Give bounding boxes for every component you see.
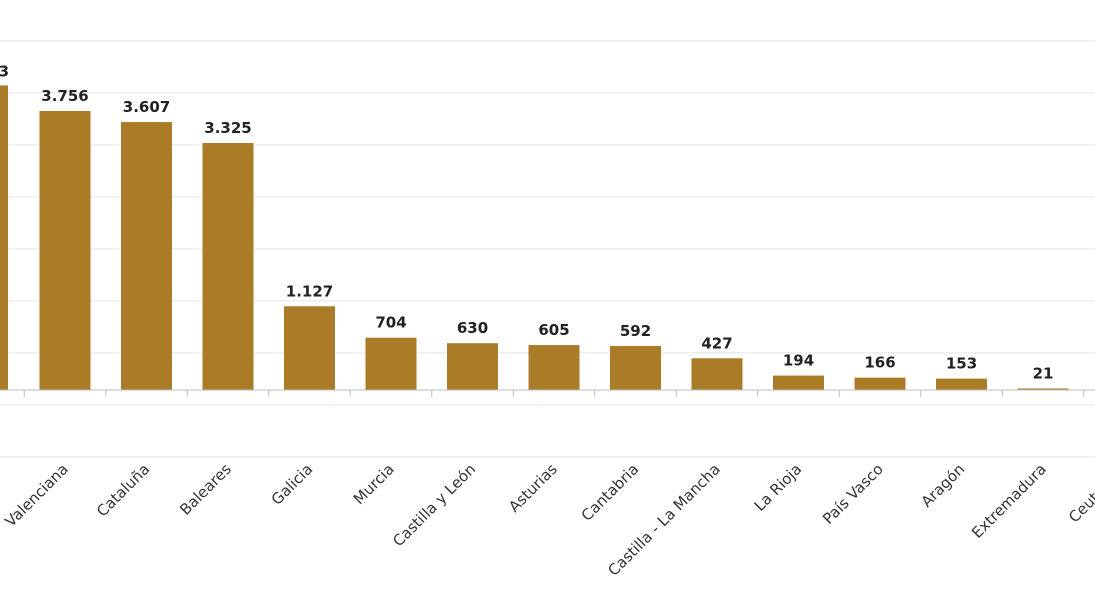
bar [936, 378, 987, 390]
value-label: 3.325 [204, 119, 251, 137]
value-label: 194 [783, 352, 814, 370]
bar-partial [0, 85, 8, 390]
value-label-partial: 3 [0, 62, 9, 80]
value-label: 1.127 [286, 282, 333, 300]
category-label: Aragón [918, 460, 969, 511]
value-label: 3.756 [41, 87, 88, 105]
category-label: Cantabria [578, 460, 643, 525]
category-label: País Vasco [819, 460, 887, 528]
category-label: Cataluña [93, 460, 153, 520]
value-labels: 3 3.756 3.607 3.325 1.127 704 630 605 592 427 194 1… [0, 62, 1053, 382]
bar [854, 377, 906, 390]
value-label: 427 [701, 334, 732, 352]
bar [528, 345, 580, 390]
bar [691, 358, 743, 390]
value-label: 21 [1033, 364, 1054, 382]
category-label: Extremadura [968, 460, 1050, 542]
x-axis [0, 389, 1095, 397]
category-label: Murcia [350, 460, 398, 508]
bar [39, 110, 91, 391]
category-label: Valenciana [1, 460, 71, 530]
category-label: Ceuta y M [1065, 460, 1095, 526]
bar [447, 343, 498, 390]
category-label: Baleares [176, 460, 235, 519]
bar [773, 375, 824, 390]
category-labels: Valenciana Cataluña Baleares Galicia MurciaC… [1, 460, 1095, 580]
value-label: 592 [620, 322, 651, 340]
category-label: Galicia [268, 460, 317, 509]
bar [610, 346, 661, 390]
category-label: Castilla y León [389, 460, 479, 550]
bar [1017, 388, 1069, 390]
gridlines [0, 40, 1095, 458]
value-label: 605 [538, 321, 569, 339]
value-label: 166 [864, 354, 895, 372]
value-label: 3.607 [123, 98, 170, 116]
value-label: 153 [946, 355, 977, 373]
bar [365, 337, 417, 390]
bar [121, 122, 172, 391]
bar [284, 306, 335, 390]
category-label: La Rioja [751, 460, 806, 515]
value-label: 630 [457, 319, 488, 337]
category-label: Asturias [505, 460, 561, 516]
value-label: 704 [375, 314, 406, 332]
bars [0, 85, 1069, 391]
bar [202, 143, 254, 390]
